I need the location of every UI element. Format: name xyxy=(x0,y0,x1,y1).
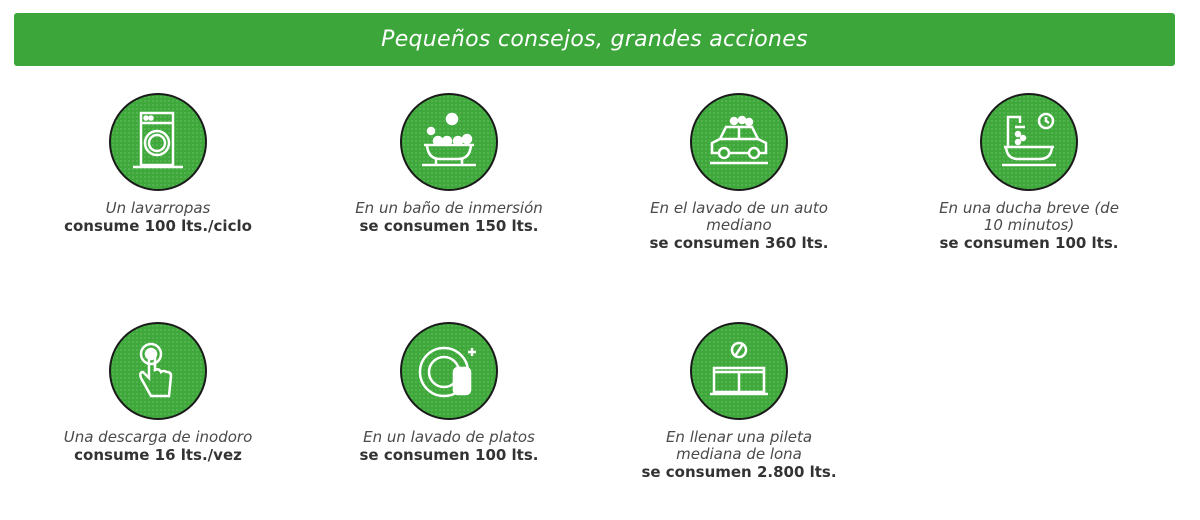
tip-description: Un lavarropas xyxy=(105,199,211,217)
toilet-flush-button-icon xyxy=(109,322,207,420)
tip-toilet: Una descarga de inodoro consume 16 lts./… xyxy=(38,322,278,464)
header-banner: Pequeños consejos, grandes acciones xyxy=(14,13,1175,66)
tip-description: Una descarga de inodoro xyxy=(63,428,253,446)
tip-description: En un baño de inmersión xyxy=(355,199,543,217)
tip-amount: consume 16 lts./vez xyxy=(74,446,242,464)
tip-amount: se consumen 2.800 lts. xyxy=(641,463,837,481)
washing-machine-icon xyxy=(109,93,207,191)
tip-amount: se consumen 150 lts. xyxy=(359,217,539,235)
tip-bath: En un baño de inmersión se consumen 150 … xyxy=(329,93,569,235)
tip-shower: En una ducha breve (de 10 minutos) se co… xyxy=(909,93,1149,252)
tip-amount: se consumen 360 lts. xyxy=(649,234,829,252)
tip-description: En una ducha breve (de 10 minutos) xyxy=(939,199,1119,234)
tip-amount: consume 100 lts./ciclo xyxy=(64,217,252,235)
tip-washing-machine: Un lavarropas consume 100 lts./ciclo xyxy=(38,93,278,235)
tip-amount: se consumen 100 lts. xyxy=(939,234,1119,252)
shower-clock-icon xyxy=(980,93,1078,191)
tip-description: En llenar una pileta mediana de lona xyxy=(665,428,813,463)
tip-description: En el lavado de un auto mediano xyxy=(650,199,828,234)
page-title: Pequeños consejos, grandes acciones xyxy=(381,27,808,52)
dishwashing-plate-sponge-icon xyxy=(400,322,498,420)
tip-car-wash: En el lavado de un auto mediano se consu… xyxy=(619,93,859,252)
pool-ball-icon xyxy=(690,322,788,420)
car-wash-icon xyxy=(690,93,788,191)
tip-dishes: En un lavado de platos se consumen 100 l… xyxy=(329,322,569,464)
tip-amount: se consumen 100 lts. xyxy=(359,446,539,464)
tip-pool: En llenar una pileta mediana de lona se … xyxy=(619,322,859,481)
tip-description: En un lavado de platos xyxy=(363,428,535,446)
bathtub-bubbles-icon xyxy=(400,93,498,191)
